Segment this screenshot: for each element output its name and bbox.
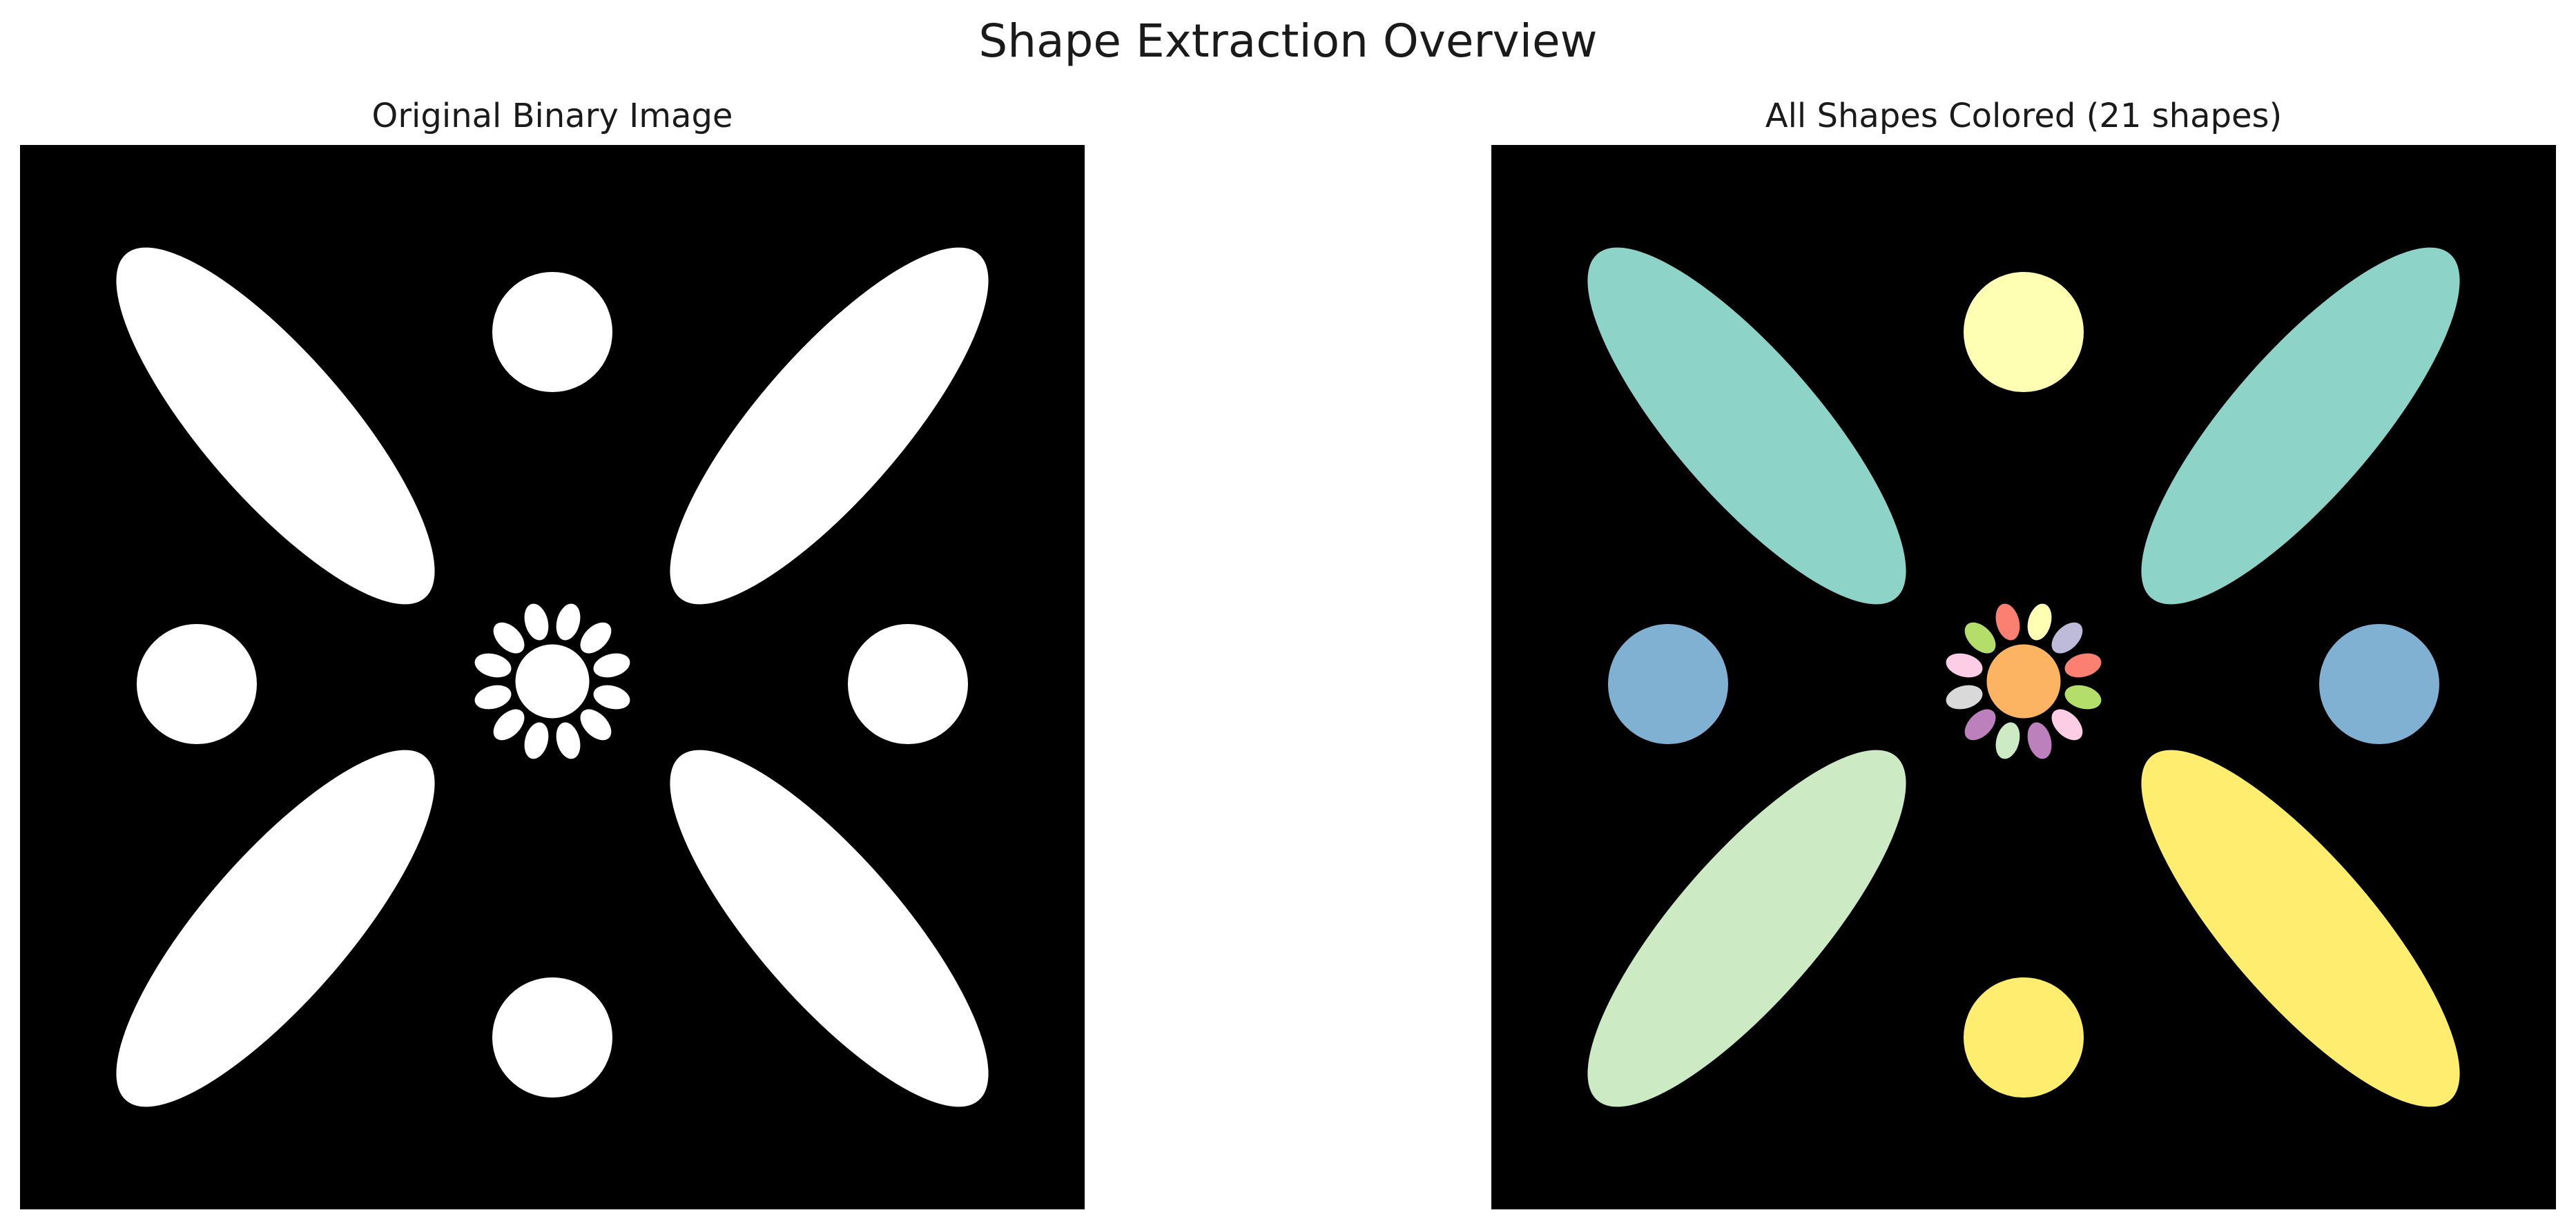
- binary-flower-petal-6: [556, 722, 581, 759]
- left-panel-title: Original Binary Image: [371, 97, 733, 135]
- colored-center-ring: [1982, 639, 2066, 723]
- colored-shapes-canvas: [1587, 247, 2460, 1107]
- colored-flower-petal-10: [1946, 653, 1983, 678]
- binary-image-canvas: [116, 247, 989, 1107]
- binary-petal-top-left: [116, 247, 435, 605]
- binary-flower-petal-11: [493, 622, 525, 654]
- colored-flower-petal-2: [2051, 622, 2083, 654]
- right-panel-title: All Shapes Colored (21 shapes): [1765, 97, 2283, 135]
- colored-flower-petal-5: [2051, 709, 2083, 741]
- figure-title: Shape Extraction Overview: [978, 14, 1598, 68]
- colored-petal-top-left: [1587, 247, 1906, 605]
- binary-petal-bottom-left: [116, 750, 435, 1107]
- binary-circle-bottom: [492, 977, 612, 1098]
- binary-petal-top-right: [670, 247, 989, 605]
- colored-petal-bottom-right: [2141, 750, 2460, 1107]
- binary-circle-right: [848, 624, 968, 744]
- original-binary-image: [20, 145, 1085, 1209]
- colored-flower-petal-11: [1964, 622, 1996, 654]
- colored-circle-top: [1964, 272, 2084, 392]
- colored-flower-petal-9: [1946, 685, 1983, 710]
- colored-shapes-image: [1491, 145, 2556, 1209]
- colored-flower-petal-1: [2027, 603, 2052, 641]
- binary-center-ring: [510, 639, 594, 723]
- binary-flower-petal-5: [580, 709, 612, 741]
- colored-petal-top-right: [2141, 247, 2460, 605]
- binary-petal-bottom-right: [670, 750, 989, 1107]
- binary-flower-petal-4: [593, 685, 630, 710]
- binary-circle-left: [137, 624, 257, 744]
- colored-flower-petal-3: [2064, 653, 2102, 678]
- colored-flower-petal-6: [2027, 722, 2052, 759]
- binary-flower-petal-1: [556, 603, 581, 641]
- binary-center-disc: [515, 644, 590, 719]
- binary-flower-petal-7: [524, 722, 549, 759]
- colored-flower-petal-7: [1995, 722, 2020, 759]
- colored-circle-left: [1608, 624, 1728, 744]
- binary-flower-petal-10: [474, 653, 512, 678]
- binary-flower-petal-12: [524, 603, 549, 641]
- binary-flower-petal-2: [580, 622, 612, 654]
- colored-flower-petal-8: [1964, 709, 1996, 741]
- binary-flower-petal-8: [493, 709, 525, 741]
- colored-circle-bottom: [1964, 977, 2084, 1098]
- colored-flower-petal-12: [1995, 603, 2020, 641]
- colored-circle-right: [2319, 624, 2439, 744]
- binary-flower-petal-3: [593, 653, 630, 678]
- binary-flower-petal-9: [474, 685, 512, 710]
- colored-flower-petal-4: [2064, 685, 2102, 710]
- colored-center-disc: [1986, 644, 2061, 719]
- colored-petal-bottom-left: [1587, 750, 1906, 1107]
- binary-circle-top: [492, 272, 612, 392]
